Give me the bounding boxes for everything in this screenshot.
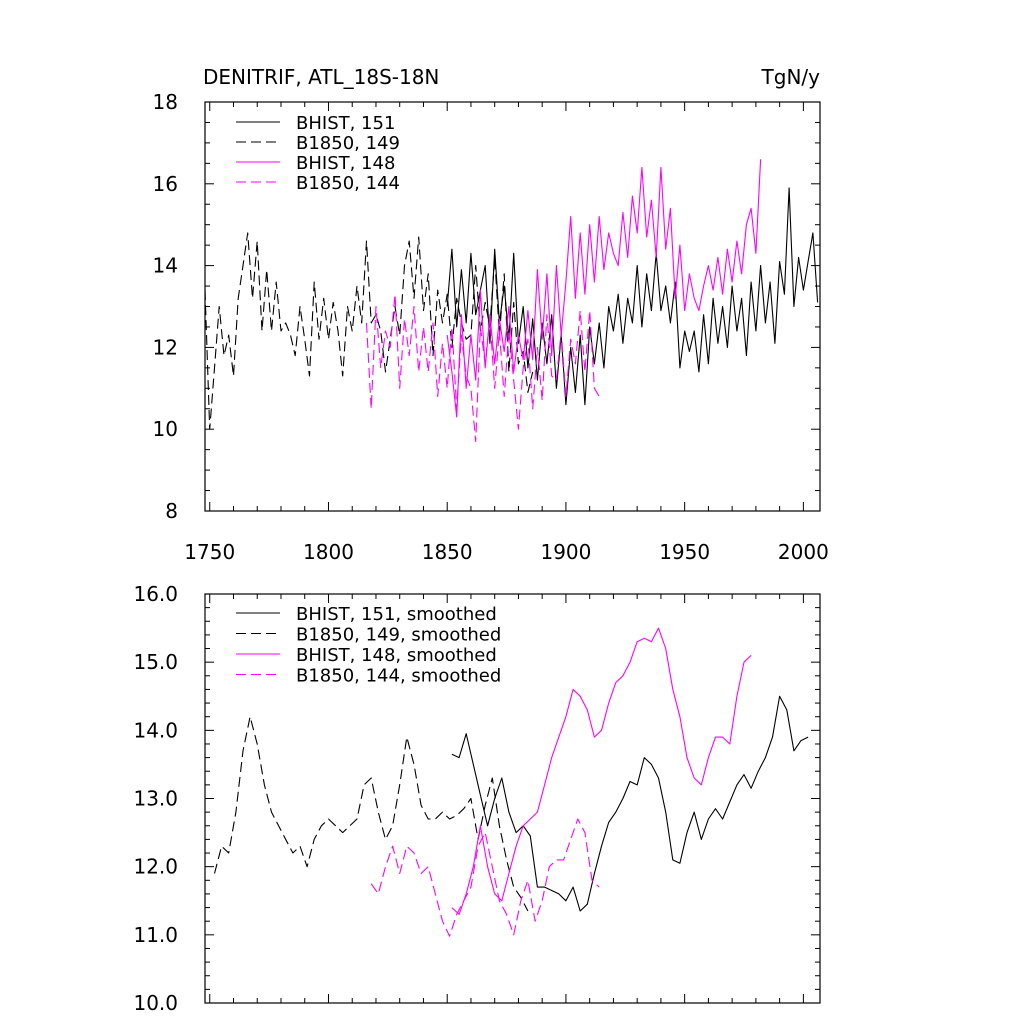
x-tick-label: 1750: [184, 540, 235, 564]
legend-label: BHIST, 148: [296, 153, 395, 174]
legend-label: BHIST, 151, smoothed: [296, 604, 497, 625]
y-tick-label: 16: [153, 172, 178, 196]
y-tick-label: 10.0: [133, 991, 178, 1015]
y-tick-label: 8: [165, 499, 178, 523]
y-tick-label: 12: [153, 335, 178, 359]
y-tick-label: 11.0: [133, 923, 178, 947]
series-line-3: [451, 627, 752, 915]
x-tick-label: 1850: [422, 540, 473, 564]
series-line-3: [446, 159, 762, 418]
legend-label: B1850, 149: [296, 133, 400, 154]
x-tick-label: 1900: [540, 540, 591, 564]
y-tick-label: 14.0: [133, 718, 178, 742]
units-label: TgN/y: [761, 65, 821, 89]
legend-label: B1850, 149, smoothed: [296, 625, 501, 646]
chart-title: DENITRIF, ATL_18S-18N: [203, 65, 439, 89]
y-tick-label: 12.0: [133, 855, 178, 879]
legend-label: BHIST, 148, smoothed: [296, 645, 497, 666]
y-tick-label: 18: [153, 90, 178, 114]
x-tick-label: 1950: [659, 540, 710, 564]
series-line-4: [365, 293, 600, 443]
y-tick-label: 13.0: [133, 787, 178, 811]
series-line-1: [451, 695, 809, 912]
y-tick-label: 10: [153, 417, 178, 441]
series-line-2: [213, 716, 529, 912]
x-tick-label: 2000: [778, 540, 829, 564]
series-line-4: [370, 818, 600, 937]
y-tick-label: 14: [153, 254, 178, 278]
legend-label: BHIST, 151: [296, 113, 395, 134]
y-tick-label: 15.0: [133, 650, 178, 674]
x-tick-label: 1800: [303, 540, 354, 564]
legend-label: B1850, 144, smoothed: [296, 666, 501, 687]
top-panel: 1750 1800 1850 1900 1950 2000 8 10 12 14 16 18 BHIST…: [153, 90, 829, 564]
series-line-1: [446, 187, 819, 406]
series-line-2: [204, 232, 534, 430]
bottom-panel: 10.0 11.0 12.0 13.0 14.0 15.0 16.0 BHIST, 151, …: [133, 582, 821, 1015]
legend-label: B1850, 144: [296, 173, 400, 194]
y-tick-label: 16.0: [133, 582, 178, 606]
